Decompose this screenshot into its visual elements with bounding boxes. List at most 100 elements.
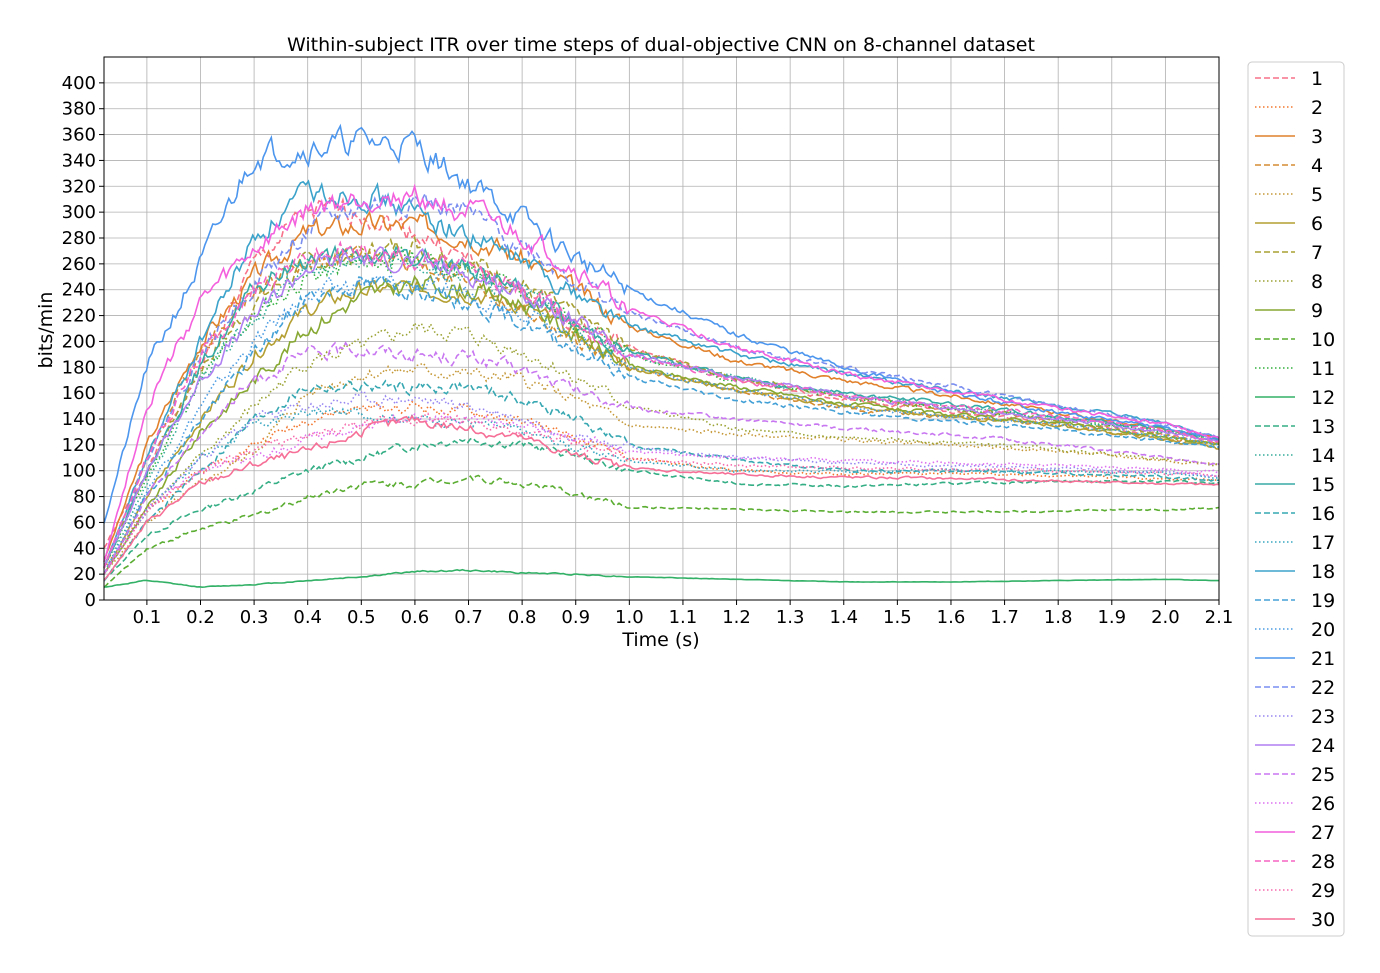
x-tick-label: 0.9 [561, 607, 590, 628]
legend-label: 20 [1311, 619, 1335, 641]
legend-label: 11 [1311, 358, 1335, 380]
series-line-11 [103, 246, 1220, 568]
series-line-17 [103, 406, 1220, 575]
y-tick-label: 140 [62, 409, 96, 430]
y-tick-label: 60 [73, 512, 96, 533]
legend-label: 5 [1311, 184, 1323, 206]
y-axis-label: bits/min [35, 292, 57, 369]
x-tick-label: 0.5 [347, 607, 376, 628]
series-line-26 [103, 411, 1220, 575]
legend-label: 26 [1311, 793, 1335, 815]
legend-label: 17 [1311, 532, 1335, 554]
x-tick-label: 1.9 [1097, 607, 1126, 628]
legend-label: 6 [1311, 213, 1323, 235]
legend-label: 28 [1311, 851, 1335, 873]
legend-label: 29 [1311, 880, 1335, 902]
y-tick-label: 20 [73, 564, 96, 585]
legend-label: 13 [1311, 416, 1335, 438]
y-tick-label: 340 [62, 150, 96, 171]
y-tick-label: 160 [62, 383, 96, 404]
series-line-4 [103, 245, 1220, 569]
series-line-6 [103, 278, 1220, 575]
series-line-10 [103, 474, 1220, 588]
y-tick-label: 260 [62, 254, 96, 275]
x-tick-label: 1.2 [722, 607, 751, 628]
y-tick-label: 220 [62, 306, 96, 327]
series-line-21 [103, 123, 1219, 524]
x-tick-label: 1.3 [776, 607, 805, 628]
legend-label: 16 [1311, 503, 1335, 525]
series-line-22 [103, 191, 1220, 569]
y-tick-label: 120 [62, 435, 96, 456]
y-tick-label: 200 [62, 331, 96, 352]
x-tick-label: 0.8 [508, 607, 537, 628]
legend-label: 30 [1311, 909, 1335, 931]
legend-label: 24 [1311, 735, 1335, 757]
legend-label: 19 [1311, 590, 1335, 612]
y-tick-label: 80 [73, 487, 96, 508]
y-axis-ticks: 0 20 40 60 80 100 120 140 160 180 200 220 240 260 280 3… [62, 73, 104, 611]
legend-label: 22 [1311, 677, 1335, 699]
series-line-18 [103, 179, 1220, 568]
y-tick-label: 40 [73, 538, 96, 559]
series-line-29 [103, 412, 1220, 575]
series-line-8 [103, 320, 1220, 575]
x-tick-label: 1.0 [615, 607, 644, 628]
series-line-5 [103, 362, 1220, 575]
y-tick-label: 100 [62, 461, 96, 482]
plot-frame [103, 56, 1220, 601]
chart-title: Within-subject ITR over time steps of du… [287, 34, 1035, 56]
x-tick-label: 1.1 [669, 607, 698, 628]
series-line-3 [103, 210, 1220, 563]
series-line-2 [103, 400, 1220, 569]
y-tick-label: 360 [62, 125, 96, 146]
series-line-7 [103, 235, 1220, 568]
series-line-24 [103, 246, 1220, 568]
legend-label: 27 [1311, 822, 1335, 844]
legend-label: 25 [1311, 764, 1335, 786]
legend-label: 10 [1311, 329, 1335, 351]
legend-label: 23 [1311, 706, 1335, 728]
y-tick-label: 320 [62, 176, 96, 197]
series-line-30 [103, 414, 1220, 581]
legend-label: 8 [1311, 271, 1323, 293]
series-line-20 [103, 272, 1220, 575]
x-tick-label: 1.4 [829, 607, 858, 628]
series-line-16 [103, 379, 1220, 582]
series-line-19 [103, 276, 1220, 575]
y-tick-label: 0 [85, 590, 96, 611]
series-line-25 [103, 341, 1220, 575]
y-tick-label: 240 [62, 280, 96, 301]
legend-label: 2 [1311, 97, 1323, 119]
legend-label: 21 [1311, 648, 1335, 670]
y-tick-label: 400 [62, 73, 96, 94]
x-tick-label: 1.6 [937, 607, 966, 628]
x-axis-label: Time (s) [621, 629, 699, 651]
x-tick-label: 0.6 [401, 607, 430, 628]
legend-label: 9 [1311, 300, 1323, 322]
x-tick-label: 0.2 [186, 607, 215, 628]
x-tick-label: 1.5 [883, 607, 912, 628]
x-axis-ticks: 0.1 0.2 0.3 0.4 0.5 0.6 0.7 0.8 0.9 1.0 1.1 1.2 1.3 1… [133, 600, 1233, 628]
series-line-27 [103, 183, 1220, 562]
legend-label: 14 [1311, 445, 1335, 467]
legend-label: 7 [1311, 242, 1323, 264]
x-tick-label: 1.7 [990, 607, 1019, 628]
y-tick-label: 380 [62, 99, 96, 120]
x-tick-label: 0.1 [133, 607, 162, 628]
x-tick-label: 1.8 [1044, 607, 1073, 628]
y-tick-label: 300 [62, 202, 96, 223]
legend-label: 18 [1311, 561, 1335, 583]
legend-label: 15 [1311, 474, 1335, 496]
legend-label: 4 [1311, 155, 1323, 177]
x-tick-label: 0.4 [293, 607, 322, 628]
y-tick-label: 180 [62, 357, 96, 378]
series-line-12 [104, 568, 1220, 589]
legend-label: 3 [1311, 126, 1323, 148]
x-tick-label: 0.7 [454, 607, 483, 628]
x-tick-label: 0.3 [240, 607, 269, 628]
legend-label: 1 [1311, 68, 1323, 90]
y-tick-label: 280 [62, 228, 96, 249]
legend: 1234567891011121314151617181920212223242… [1247, 61, 1345, 937]
